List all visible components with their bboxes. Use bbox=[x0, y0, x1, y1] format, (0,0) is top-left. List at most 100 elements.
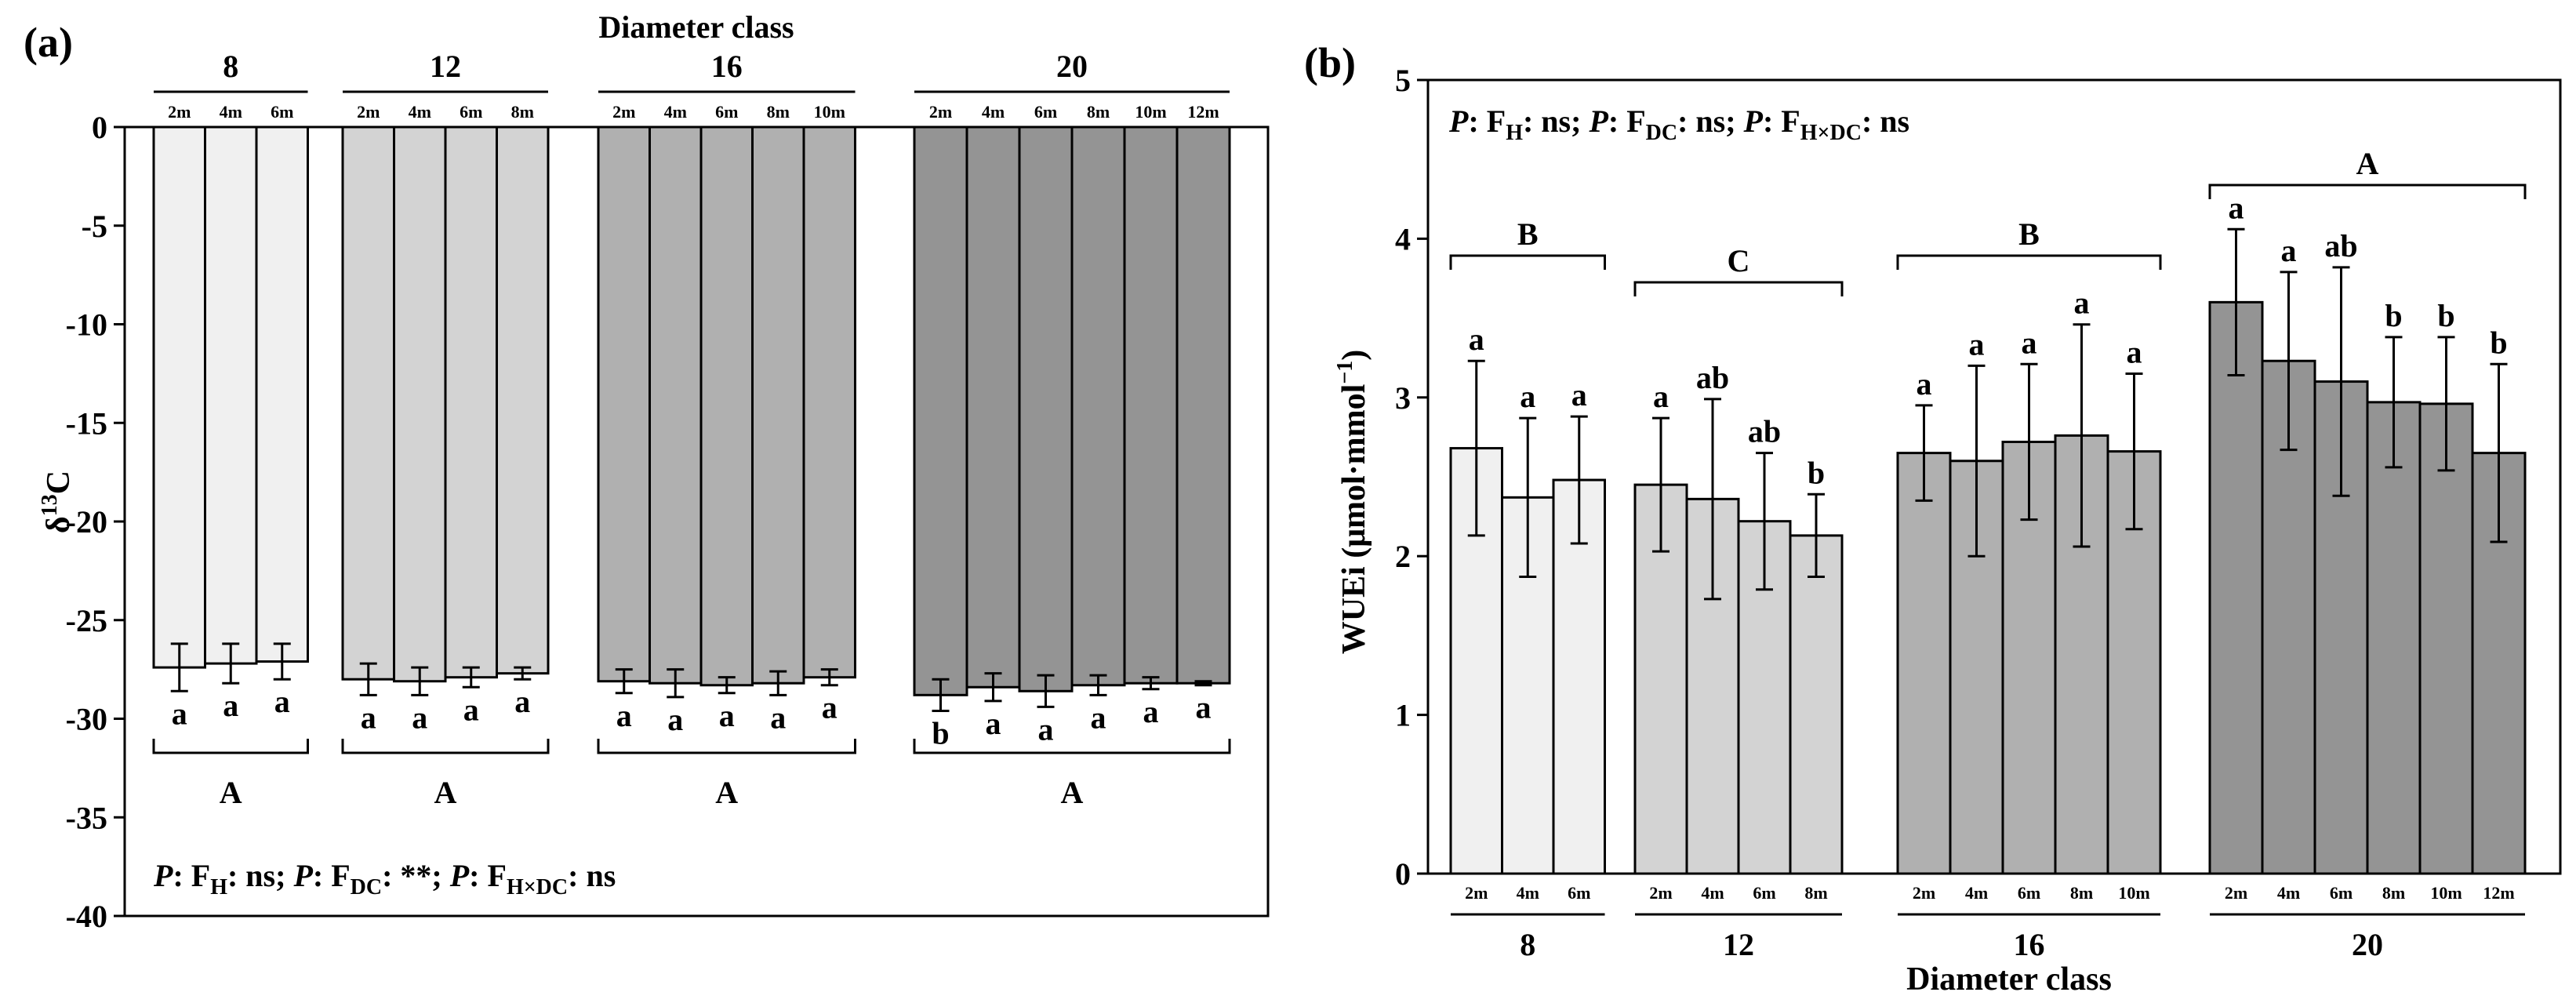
panel-a-bars: a 2m a 4m a 6m a 2m a 4m a 6m a 8m a 2m a 4m a 6m a 8m a 10m b 2m… bbox=[152, 102, 1231, 750]
panel-b-y-tick-label: 4 bbox=[1395, 221, 1411, 256]
panel-a-height-label: 2m bbox=[168, 102, 191, 122]
panel-a-bar bbox=[802, 125, 856, 679]
panel-b-bar-letter: ab bbox=[2324, 228, 2357, 263]
panel-b-bar-letter: b bbox=[2490, 325, 2507, 360]
panel-a-group-letter: A bbox=[715, 775, 738, 810]
panel-a-height-label: 8m bbox=[767, 102, 790, 122]
panel-b-stats-t2: : F bbox=[1608, 104, 1646, 139]
panel-b-bar bbox=[2208, 300, 2264, 875]
panel-a-y-tick-label: -35 bbox=[66, 800, 107, 835]
panel-a-y-tick-label: -40 bbox=[66, 899, 107, 934]
panel-a-bar-letter: a bbox=[770, 700, 786, 735]
panel-a-bar bbox=[204, 125, 258, 665]
panel-b-y-axis-label-tail: ) bbox=[1336, 350, 1372, 361]
panel-a-height-label: 6m bbox=[460, 102, 482, 122]
panel-a-bar bbox=[597, 125, 651, 683]
panel-b-height-label: 6m bbox=[1568, 883, 1590, 903]
panel-b-bar bbox=[1789, 534, 1844, 875]
panel-a-bar bbox=[649, 125, 703, 685]
panel-a-stats-s2: DC bbox=[351, 875, 382, 899]
panel-a-y-tick-label: -15 bbox=[66, 405, 107, 441]
panel-b-bar-letter: a bbox=[2127, 334, 2142, 369]
panel-b-height-label: 2m bbox=[1913, 883, 1935, 903]
panel-b-height-label: 10m bbox=[2118, 883, 2149, 903]
panel-b-bar bbox=[2418, 402, 2474, 875]
panel-b-frame bbox=[1426, 78, 2562, 875]
panel-b-y-tick-label: 0 bbox=[1395, 856, 1411, 892]
panel-a-height-label: 12m bbox=[1187, 102, 1219, 122]
panel-a-diameter-class-label: 8 bbox=[223, 49, 238, 84]
panel-b-stats: P: FH: ns; P: FDC: ns; P: FH×DC: ns bbox=[1448, 104, 1909, 145]
panel-a-group-bracket bbox=[152, 739, 309, 754]
panel-a-bar-letter: a bbox=[463, 692, 479, 727]
panel-b-height-label: 2m bbox=[2225, 883, 2247, 903]
panel-a-bar-letter: a bbox=[361, 700, 376, 735]
panel-a-bar-letter: a bbox=[822, 690, 837, 725]
panel-b-group-letter: C bbox=[1728, 243, 1750, 278]
panel-a-height-label: 6m bbox=[1034, 102, 1057, 122]
panel-a-group-letter: A bbox=[220, 775, 242, 810]
panel-a-height-label: 2m bbox=[612, 102, 635, 122]
panel-b-bar-letter: a bbox=[1520, 379, 1535, 414]
panel-b-stats-r1: : ns; bbox=[1523, 104, 1589, 139]
panel-b-stats-s3: H×DC bbox=[1800, 121, 1862, 145]
panel-b-group-letter: B bbox=[2018, 216, 2040, 252]
panel-a-diameter-class-label: 20 bbox=[1056, 49, 1088, 84]
panel-a-bar bbox=[913, 125, 968, 696]
panel-a-y-axis-label-tail: C bbox=[41, 471, 77, 494]
panel-b-label: (b) bbox=[1304, 39, 1356, 86]
panel-b-y-axis-label-sup: −1 bbox=[1333, 361, 1357, 384]
panel-b-height-label: 4m bbox=[1965, 883, 1988, 903]
panel-a-bar bbox=[1070, 125, 1126, 687]
panel-b-bars: a2ma4ma6ma2mab4mab6mb8ma2ma4ma6ma8ma10ma… bbox=[1449, 190, 2527, 903]
panel-b-group-bracket bbox=[1633, 281, 1844, 296]
panel-a-stats-s1: H bbox=[210, 875, 227, 899]
panel-a-bar-letter: a bbox=[986, 706, 1001, 741]
panel-a-group-bracket bbox=[597, 739, 856, 754]
panel-a-frame bbox=[123, 125, 1270, 918]
panel-a-height-label: 2m bbox=[357, 102, 380, 122]
panel-b-stats-p1: P bbox=[1448, 104, 1469, 139]
panel-b-group-bracket bbox=[1449, 254, 1606, 270]
panel-a-stats-p2: P bbox=[292, 858, 313, 893]
panel-b-stats-t1: : F bbox=[1468, 104, 1506, 139]
panel-a-y-tick-label: -30 bbox=[66, 702, 107, 737]
panel-a-bar bbox=[751, 125, 805, 685]
panel-b-height-label: 8m bbox=[2382, 883, 2405, 903]
panel-a-height-label: 8m bbox=[1087, 102, 1110, 122]
panel-a-y-axis-label: δ13C bbox=[38, 471, 77, 533]
panel-b-bar-letter: b bbox=[2437, 298, 2454, 333]
panel-b-height-label: 8m bbox=[1804, 883, 1827, 903]
panel-b-y-tick-label: 5 bbox=[1395, 63, 1411, 98]
panel-b-bar-letter: b bbox=[2385, 298, 2402, 333]
panel-a-group-bracket bbox=[913, 739, 1231, 754]
panel-a-label: (a) bbox=[24, 19, 73, 66]
panel-a-bar bbox=[1123, 125, 1179, 685]
panel-b-y-axis-label-main: WUEi (μmol·mmol bbox=[1336, 384, 1372, 655]
panel-b-stats-s2: DC bbox=[1646, 121, 1677, 145]
panel-a-y-ticks: 0 -5 -10 -15 -20 -25 -30 -35 -40 bbox=[66, 110, 125, 934]
panel-b-height-label: 6m bbox=[1753, 883, 1775, 903]
panel-a-height-label: 8m bbox=[511, 102, 534, 122]
panel-b-stats-r2: : ns; bbox=[1677, 104, 1743, 139]
panel-b-height-label: 8m bbox=[2070, 883, 2093, 903]
panel-b-bar-letter: ab bbox=[1748, 414, 1781, 449]
panel-a-height-label: 4m bbox=[409, 102, 431, 122]
panel-b-stats-p2: P bbox=[1588, 104, 1608, 139]
panel-a-bar-letter: a bbox=[223, 688, 238, 723]
panel-b-bar-letter: a bbox=[1917, 366, 1932, 402]
panel-b-bar bbox=[2366, 401, 2422, 875]
panel-b-bar-letter: a bbox=[2281, 233, 2297, 268]
panel-a-bar bbox=[341, 125, 395, 681]
panel-b-bar-letter: a bbox=[1969, 326, 1985, 362]
panel-a-bar-letter: a bbox=[1143, 694, 1159, 729]
panel-a-y-tick-label: -5 bbox=[82, 209, 107, 244]
panel-b-bar-letter: a bbox=[2022, 325, 2037, 360]
panel-b-height-label: 4m bbox=[2277, 883, 2300, 903]
panel-a-bar-letter: a bbox=[719, 698, 735, 733]
panel-b-diameter-class-label: 16 bbox=[2014, 927, 2045, 962]
panel-b-stats-r3: : ns bbox=[1862, 104, 1909, 139]
panel-b-stats-s1: H bbox=[1506, 121, 1523, 145]
panel-a-bar-letter: a bbox=[274, 684, 290, 719]
